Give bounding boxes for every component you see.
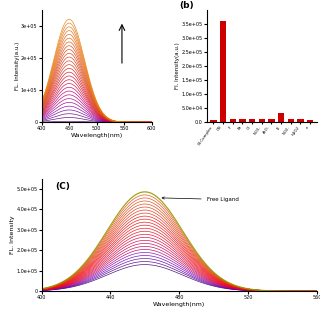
X-axis label: Wavelength(nm): Wavelength(nm) xyxy=(70,133,123,138)
Bar xyxy=(278,113,284,122)
Bar xyxy=(297,119,304,122)
Bar xyxy=(268,119,275,122)
Bar xyxy=(259,119,265,122)
Bar xyxy=(307,120,313,122)
Bar xyxy=(249,119,255,122)
Bar xyxy=(230,119,236,122)
Bar xyxy=(239,119,245,122)
Y-axis label: Fl. Intensity(a.u.): Fl. Intensity(a.u.) xyxy=(175,43,180,89)
Y-axis label: FL. Intensity: FL. Intensity xyxy=(10,216,15,254)
Bar xyxy=(210,120,217,122)
X-axis label: Wavelength(nm): Wavelength(nm) xyxy=(153,302,205,307)
Bar xyxy=(220,21,226,122)
Text: (b): (b) xyxy=(179,1,194,10)
Bar xyxy=(288,119,294,122)
Text: (C): (C) xyxy=(55,182,70,191)
Text: Free Ligand: Free Ligand xyxy=(162,197,239,202)
Y-axis label: FL. Intensity(a.u.): FL. Intensity(a.u.) xyxy=(14,42,20,90)
